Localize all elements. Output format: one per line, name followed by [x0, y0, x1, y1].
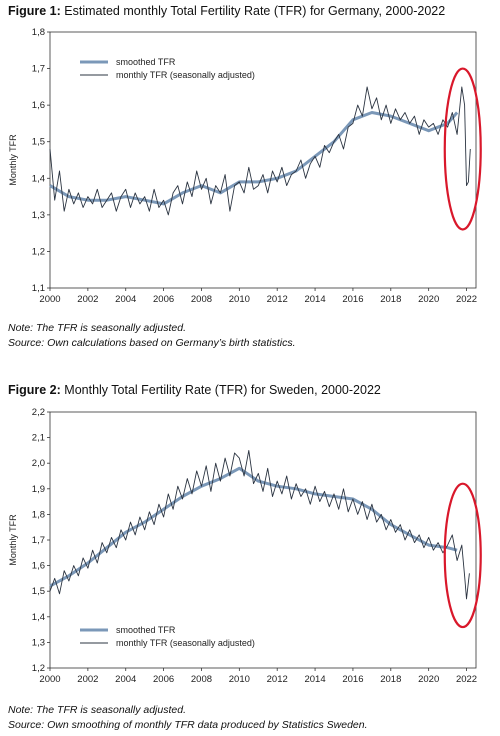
x-tick-label: 2002 [77, 674, 98, 685]
x-tick-label: 2020 [418, 294, 439, 305]
figure-2-label: Figure 2: [8, 383, 61, 397]
y-tick-label: 2,1 [32, 433, 45, 444]
x-tick-label: 2016 [342, 674, 363, 685]
x-tick-label: 2004 [115, 674, 136, 685]
x-tick-label: 2022 [456, 674, 477, 685]
x-tick-label: 2006 [153, 674, 174, 685]
y-tick-label: 2,2 [32, 407, 45, 418]
y-tick-label: 1,2 [32, 663, 45, 674]
y-tick-label: 1,6 [32, 100, 45, 111]
x-tick-label: 2000 [39, 294, 60, 305]
y-tick-label: 1,3 [32, 637, 45, 648]
monthly-tfr-line [49, 86, 471, 216]
y-tick-label: 1,1 [32, 283, 45, 294]
highlight-ellipse [443, 67, 482, 231]
y-tick-label: 1,5 [32, 137, 45, 148]
germany-tfr-chart: 1,1 1,2 1,3 1,4 1,5 1,6 1,7 1,8 2000 2002 2004 2006… [8, 27, 482, 305]
figure-1-source: Source: Own calculations based on German… [8, 337, 296, 349]
figure-2-source: Source: Own smoothing of monthly TFR dat… [8, 719, 368, 731]
x-tick-label: 2014 [304, 674, 325, 685]
legend-label-monthly: monthly TFR (seasonally adjusted) [116, 70, 255, 80]
y-tick-label: 1,8 [32, 27, 45, 38]
figure-1-label: Figure 1: [8, 4, 61, 18]
x-tick-label: 2010 [229, 674, 250, 685]
y-tick-label: 1,7 [32, 535, 45, 546]
y-axis-label: Monthly TFR [8, 134, 18, 186]
y-tick-label: 1,8 [32, 509, 45, 520]
highlight-ellipse [443, 482, 482, 629]
figure-2-title-text: Monthly Total Fertility Rate (TFR) for S… [64, 383, 381, 397]
figure-2-note: Note: The TFR is seasonally adjusted. [8, 704, 186, 716]
smoothed-tfr-line [49, 111, 459, 206]
y-tick-label: 1,5 [32, 586, 45, 597]
y-tick-label: 1,9 [32, 484, 45, 495]
x-tick-label: 2008 [191, 674, 212, 685]
monthly-tfr-line [49, 449, 470, 600]
figure-1-title-text: Estimated monthly Total Fertility Rate (… [64, 4, 446, 18]
x-tick-label: 2016 [342, 294, 363, 305]
y-tick-label: 1,4 [32, 612, 45, 623]
x-tick-label: 2006 [153, 294, 174, 305]
x-tick-label: 2014 [304, 294, 325, 305]
x-tick-label: 2020 [418, 674, 439, 685]
x-tick-label: 2004 [115, 294, 136, 305]
x-tick-label: 2022 [456, 294, 477, 305]
y-tick-label: 1,3 [32, 210, 45, 221]
y-tick-label: 2,0 [32, 458, 45, 469]
figure-2-title: Figure 2: Monthly Total Fertility Rate (… [8, 383, 381, 397]
y-axis-label: Monthly TFR [8, 514, 18, 566]
y-tick-label: 1,7 [32, 64, 45, 75]
x-tick-label: 2012 [267, 674, 288, 685]
x-tick-label: 2018 [380, 294, 401, 305]
x-tick-label: 2010 [229, 294, 250, 305]
y-tick-label: 1,2 [32, 246, 45, 257]
y-tick-label: 1,4 [32, 173, 45, 184]
figure-1-title: Figure 1: Estimated monthly Total Fertil… [8, 4, 445, 18]
smoothed-tfr-line [49, 466, 458, 588]
legend-label-smoothed: smoothed TFR [116, 625, 176, 635]
legend-label-smoothed: smoothed TFR [116, 57, 176, 67]
x-tick-label: 2012 [267, 294, 288, 305]
x-tick-label: 2000 [39, 674, 60, 685]
legend-label-monthly: monthly TFR (seasonally adjusted) [116, 638, 255, 648]
y-tick-label: 1,6 [32, 561, 45, 572]
figure-1-note: Note: The TFR is seasonally adjusted. [8, 322, 186, 334]
x-tick-label: 2002 [77, 294, 98, 305]
sweden-tfr-chart: 1,2 1,3 1,4 1,5 1,6 1,7 1,8 1,9 2,0 2,1 2,2 2000 200… [8, 407, 482, 685]
x-tick-label: 2018 [380, 674, 401, 685]
plot-frame [49, 31, 477, 289]
x-tick-label: 2008 [191, 294, 212, 305]
